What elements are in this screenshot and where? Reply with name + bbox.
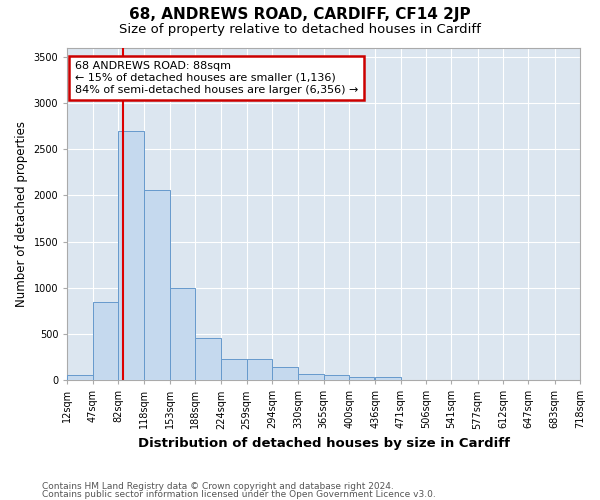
Text: Contains public sector information licensed under the Open Government Licence v3: Contains public sector information licen… (42, 490, 436, 499)
Bar (93, 302, 118, 380)
Bar (349, 377, 374, 380)
Bar (118, 130, 143, 380)
Bar (375, 378, 401, 380)
Text: Size of property relative to detached houses in Cardiff: Size of property relative to detached ho… (119, 22, 481, 36)
Text: Contains HM Land Registry data © Crown copyright and database right 2024.: Contains HM Land Registry data © Crown c… (42, 482, 394, 491)
X-axis label: Distribution of detached houses by size in Cardiff: Distribution of detached houses by size … (137, 437, 509, 450)
Bar (145, 190, 170, 380)
Text: 68, ANDREWS ROAD, CARDIFF, CF14 2JP: 68, ANDREWS ROAD, CARDIFF, CF14 2JP (129, 8, 471, 22)
Text: 68 ANDREWS ROAD: 88sqm
← 15% of detached houses are smaller (1,136)
84% of semi-: 68 ANDREWS ROAD: 88sqm ← 15% of detached… (74, 62, 358, 94)
Bar (221, 359, 247, 380)
Bar (323, 375, 349, 380)
Bar (170, 288, 195, 380)
Bar (67, 374, 93, 380)
Bar (247, 359, 272, 380)
Bar (195, 338, 221, 380)
Y-axis label: Number of detached properties: Number of detached properties (15, 121, 28, 307)
Bar (272, 367, 298, 380)
Bar (298, 374, 323, 380)
